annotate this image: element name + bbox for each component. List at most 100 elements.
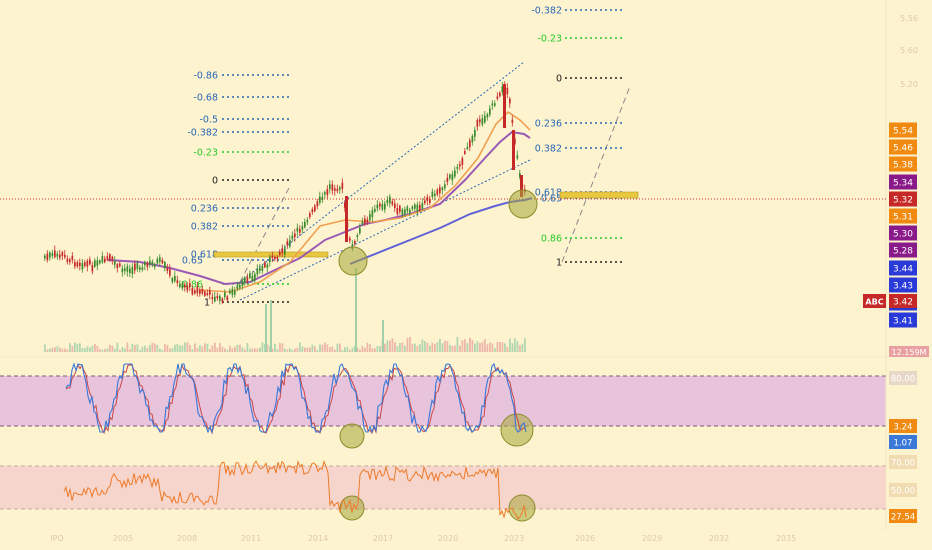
volume-bar: [449, 344, 451, 352]
volume-bar: [391, 338, 394, 352]
candle-body: [301, 226, 304, 230]
volume-bar: [194, 343, 196, 352]
candle-body: [449, 174, 451, 179]
volume-bar: [386, 340, 389, 352]
volume-bar: [401, 342, 404, 352]
time-axis-tick: 2011: [241, 534, 261, 543]
volume-bar: [149, 344, 151, 352]
volume-bar: [494, 348, 496, 352]
volume-bar: [219, 343, 221, 352]
volume-bar: [504, 343, 506, 352]
time-axis-tick: 2026: [575, 534, 595, 543]
candle-body: [251, 275, 254, 282]
candle-body: [134, 263, 136, 271]
fib-level-label: 0.86: [541, 234, 562, 245]
candle-body: [501, 86, 504, 93]
price-tag: [889, 174, 917, 190]
volume-bar: [126, 342, 129, 352]
oscillator-tag-label: 70.00: [891, 459, 915, 469]
candle-body: [411, 206, 414, 210]
moving-average-purple: [107, 130, 531, 286]
candle-body: [399, 205, 401, 212]
fib-level-label: 1: [556, 258, 562, 269]
candle-body: [184, 284, 186, 288]
volume-bar: [344, 347, 346, 352]
volume-bar: [154, 343, 156, 352]
candle-body: [309, 213, 311, 218]
candle-body: [211, 297, 214, 300]
volume-bar: [464, 339, 466, 352]
candle-body: [481, 118, 484, 125]
price-tag-label: 5.46: [893, 144, 913, 154]
volume-bar: [161, 349, 164, 352]
candle-body: [384, 203, 386, 210]
candle-body: [236, 285, 239, 289]
fib-level-label: 0: [556, 74, 562, 85]
candle-body: [86, 260, 89, 267]
candle-body: [304, 221, 306, 228]
rsi-line: [63, 459, 527, 520]
volume-bar: [339, 343, 341, 352]
volume-bar: [64, 348, 66, 352]
volume-bar: [501, 342, 504, 352]
stochastic-panel: [0, 375, 886, 427]
candle-body: [274, 256, 276, 260]
candle-body: [471, 135, 474, 143]
candle-body: [111, 256, 114, 261]
volume-bar: [156, 344, 159, 352]
candle-body: [436, 189, 439, 195]
candle-body: [484, 115, 486, 123]
candle-body: [429, 198, 431, 203]
candle-body: [396, 208, 399, 215]
volume-bar: [516, 341, 519, 352]
volume-bar: [206, 343, 209, 352]
volume-bar: [169, 348, 171, 352]
candle-body: [434, 193, 436, 197]
volume-bar: [251, 348, 254, 352]
candle-body: [61, 252, 64, 256]
candle-body: [116, 264, 119, 269]
volume-bar: [244, 349, 246, 352]
volume-bar: [159, 348, 161, 352]
price-tag: [889, 139, 917, 155]
candle-body: [311, 209, 314, 213]
candle-body: [164, 261, 166, 269]
volume-bar: [141, 346, 144, 352]
volume-bar: [366, 342, 369, 352]
symbol-tag: [863, 294, 886, 308]
oscillator-tag: [889, 371, 917, 385]
volume-bar: [369, 344, 371, 352]
fib-level-label: 1: [204, 298, 210, 309]
volume-bar: [329, 347, 331, 352]
candle-body: [94, 260, 96, 267]
volume-bar: [479, 343, 481, 352]
volume-bar: [486, 344, 489, 352]
candle-body: [161, 260, 164, 264]
candle-body: [441, 187, 444, 190]
price-tag-label: 3.41: [893, 317, 913, 327]
volume-bar: [324, 342, 326, 352]
candle-body: [511, 119, 514, 123]
volume-bar: [389, 340, 391, 352]
candle-body: [401, 209, 404, 216]
volume-bar: [424, 341, 426, 352]
candle-body: [199, 289, 201, 294]
candle-body: [296, 227, 299, 232]
candle-body: [354, 241, 356, 244]
volume-bar: [484, 339, 486, 352]
candle-body: [196, 286, 199, 294]
fib-level-label: -0.382: [187, 128, 218, 139]
volume-bar: [176, 344, 179, 352]
volume-bar: [191, 349, 194, 352]
candle-body: [426, 197, 429, 201]
candle-body: [71, 255, 74, 260]
candle-body: [491, 103, 494, 106]
volume-bar: [466, 343, 469, 352]
oscillator-lines: [63, 362, 527, 520]
golden-zone-box-left: [213, 251, 329, 258]
candle-body: [466, 146, 469, 150]
fib-level-label: 0.382: [535, 144, 562, 155]
volume-bar: [116, 342, 119, 352]
fib-level-label: -0.5: [199, 115, 218, 126]
